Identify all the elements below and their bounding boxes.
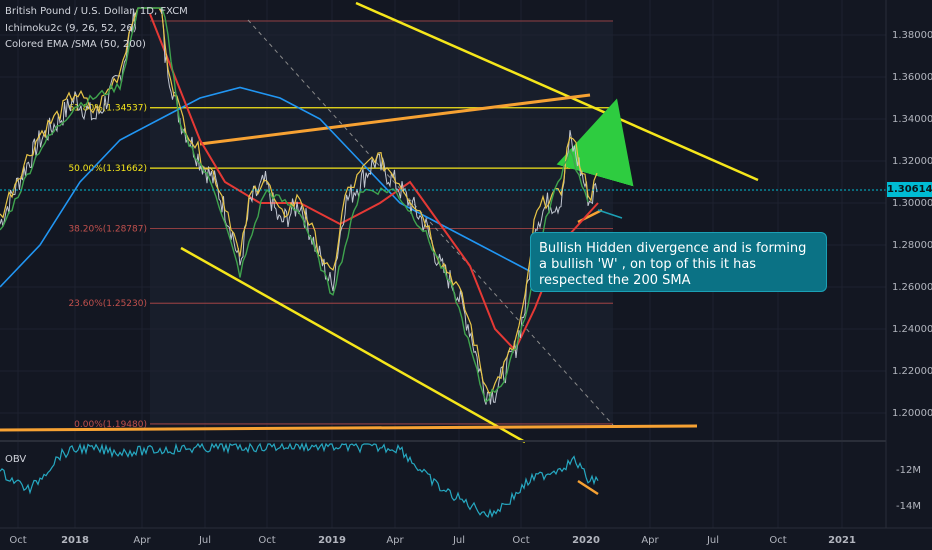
price-tick-label: 1.32000 xyxy=(892,156,932,167)
ichimoku-base-line xyxy=(0,7,589,403)
time-tick-label: Oct xyxy=(769,535,786,546)
callout-pointer xyxy=(597,209,623,219)
time-tick-label: Oct xyxy=(9,535,26,546)
price-tick-label: 1.34000 xyxy=(892,114,932,125)
time-tick-label: 2019 xyxy=(318,535,346,546)
annotation-callout[interactable]: Bullish Hidden divergence and is forming… xyxy=(530,232,827,292)
time-tick-label: Jul xyxy=(706,535,719,546)
obv-legend: OBV xyxy=(5,454,27,465)
ema-50-line xyxy=(149,13,599,352)
fib-region xyxy=(150,20,613,425)
price-tick-label: 1.24000 xyxy=(892,324,932,335)
price-tick-label: 1.20000 xyxy=(892,408,932,419)
fib-level-label: 0.00%(1.19480) xyxy=(74,420,147,430)
ema-sma-legend: Colored EMA /SMA (50, 200) xyxy=(5,39,146,50)
price-tick-label: 1.22000 xyxy=(892,366,932,377)
time-tick-label: Jul xyxy=(198,535,211,546)
sma-200-line xyxy=(0,86,598,288)
symbol-title: British Pound / U.S. Dollar, 1D, FXCM xyxy=(5,6,188,17)
current-price-tag: 1.30614 xyxy=(887,182,932,197)
orange-support-line xyxy=(0,424,698,432)
lower-channel-line xyxy=(180,246,526,444)
time-tick-label: 2018 xyxy=(61,535,89,546)
obv-tick-label: -14M xyxy=(896,501,921,512)
price-tick-label: 1.28000 xyxy=(892,240,932,251)
orange-divergence-line-obv xyxy=(577,479,599,496)
fib-level-label: 61.80%(1.34537) xyxy=(68,104,147,114)
time-tick-label: 2020 xyxy=(572,535,600,546)
fib-level-label: 38.20%(1.28787) xyxy=(68,224,147,234)
price-tick-label: 1.26000 xyxy=(892,282,932,293)
time-tick-label: Oct xyxy=(258,535,275,546)
time-tick-label: Apr xyxy=(386,535,404,546)
dashed-trend-line xyxy=(247,19,614,426)
time-tick-label: Oct xyxy=(512,535,529,546)
obv-tick-label: -12M xyxy=(896,465,921,476)
fib-level-label: 50.00%(1.31662) xyxy=(68,164,147,174)
time-tick-label: Jul xyxy=(452,535,465,546)
price-tick-label: 1.30000 xyxy=(892,198,932,209)
green-arrow-icon xyxy=(556,98,634,187)
time-tick-label: 2021 xyxy=(828,535,856,546)
fib-level-label: 23.60%(1.25230) xyxy=(68,299,147,309)
time-axis[interactable]: Oct 2018 Apr Jul Oct 2019 Apr Jul Oct 2020 Apr Jul O… xyxy=(9,535,856,546)
price-tick-label: 1.38000 xyxy=(892,30,932,41)
ichimoku-conversion-line xyxy=(0,7,598,394)
time-tick-label: Apr xyxy=(133,535,151,546)
ichimoku-legend: Ichimoku2c (9, 26, 52, 26) xyxy=(5,23,137,34)
price-tick-label: 1.36000 xyxy=(892,72,932,83)
time-tick-label: Apr xyxy=(641,535,659,546)
orange-resistance-line xyxy=(199,93,591,146)
upper-channel-line xyxy=(355,1,759,182)
obv-line xyxy=(0,442,599,518)
price-axis[interactable]: 1.38000 1.36000 1.34000 1.32000 1.30000 1.280… xyxy=(892,30,932,419)
obv-axis[interactable]: -12M -14M xyxy=(896,465,921,512)
